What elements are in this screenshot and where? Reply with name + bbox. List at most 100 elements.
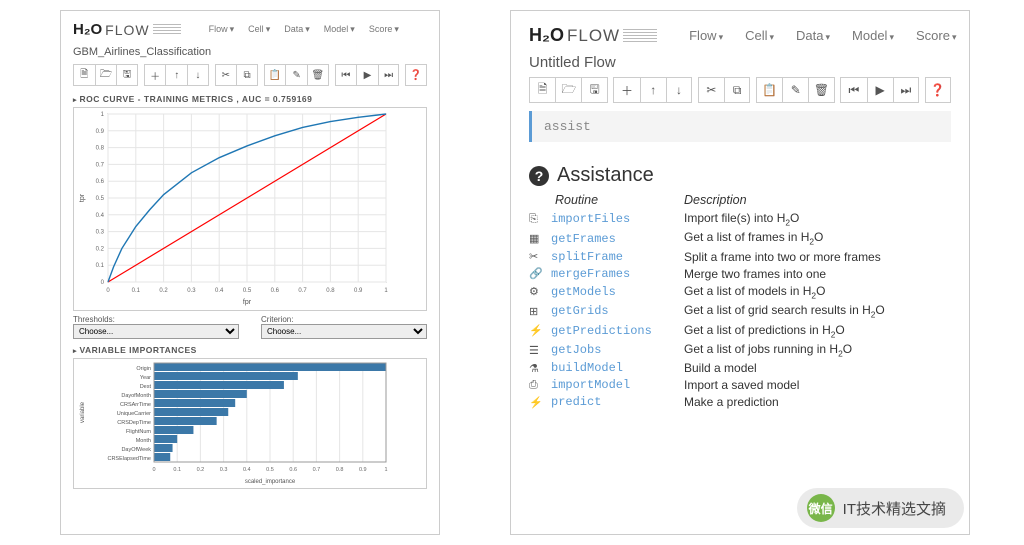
svg-text:variable: variable: [80, 401, 86, 423]
menu-model[interactable]: Model▾: [324, 24, 355, 35]
routine-desc: Get a list of models in H2O: [684, 284, 825, 300]
svg-text:0.4: 0.4: [96, 213, 105, 219]
svg-text:0.2: 0.2: [197, 467, 205, 473]
cut-icon[interactable]: ✂: [215, 64, 237, 86]
svg-text:0.5: 0.5: [266, 467, 274, 473]
thresholds-select[interactable]: Choose...: [73, 324, 239, 339]
folder-icon[interactable]: 🗁: [95, 64, 117, 86]
routine-desc: Get a list of frames in H2O: [684, 230, 823, 246]
routine-desc: Merge two frames into one: [684, 267, 826, 281]
svg-text:0.8: 0.8: [96, 146, 105, 152]
svg-text:UniqueCarrier: UniqueCarrier: [117, 411, 151, 417]
routine-row: ⎙importModelImport a saved model: [529, 378, 951, 392]
brand-logo: H₂O FLOW: [529, 25, 657, 46]
svg-text:scaled_importance: scaled_importance: [245, 479, 296, 485]
play-all-icon[interactable]: ⏭: [378, 64, 400, 86]
svg-text:0.8: 0.8: [336, 467, 344, 473]
left-panel: H₂O FLOW Flow▾ Cell▾ Data▾ Model▾ Score▾…: [60, 10, 440, 535]
svg-text:0.7: 0.7: [313, 467, 321, 473]
svg-text:0.6: 0.6: [96, 179, 105, 185]
svg-text:CRSDepTime: CRSDepTime: [117, 420, 151, 426]
routine-icon: ⚡: [529, 396, 551, 409]
clipboard-icon[interactable]: 📋: [756, 77, 782, 103]
routine-row: ⚡getPredictionsGet a list of predictions…: [529, 323, 951, 339]
trash-icon[interactable]: 🗑: [307, 64, 329, 86]
svg-text:0.1: 0.1: [132, 288, 141, 294]
plus-icon[interactable]: ＋: [144, 64, 166, 86]
svg-text:tpr: tpr: [79, 193, 86, 202]
routine-desc: Get a list of grid search results in H2O: [684, 303, 885, 319]
play-start-icon[interactable]: ⏮: [335, 64, 357, 86]
routine-link[interactable]: predict: [551, 395, 684, 409]
down-icon[interactable]: ↓: [187, 64, 209, 86]
menu-data[interactable]: Data▾: [284, 24, 310, 35]
routine-link[interactable]: getGrids: [551, 304, 684, 318]
play-icon[interactable]: ▶: [867, 77, 893, 103]
routine-icon: 🔗: [529, 267, 551, 280]
routine-link[interactable]: buildModel: [551, 361, 684, 375]
clipboard-icon[interactable]: 📋: [264, 64, 286, 86]
save-icon[interactable]: 🖫: [116, 64, 138, 86]
play-all-icon[interactable]: ⏭: [893, 77, 919, 103]
svg-text:0: 0: [106, 288, 110, 294]
col-routine: Routine: [529, 193, 684, 207]
svg-text:0.8: 0.8: [326, 288, 335, 294]
routine-link[interactable]: getModels: [551, 285, 684, 299]
help-icon[interactable]: ❓: [925, 77, 951, 103]
routine-icon: ☰: [529, 344, 551, 357]
menu-score[interactable]: Score▾: [369, 24, 399, 35]
menu-cell[interactable]: Cell▾: [745, 28, 774, 43]
svg-text:Month: Month: [136, 438, 151, 444]
routine-link[interactable]: splitFrame: [551, 250, 684, 264]
file-icon[interactable]: 🗎: [529, 77, 555, 103]
copy-icon[interactable]: ⧉: [236, 64, 258, 86]
play-icon[interactable]: ▶: [356, 64, 378, 86]
code-cell[interactable]: assist: [529, 111, 951, 142]
menu-score[interactable]: Score▾: [916, 28, 957, 43]
svg-text:1: 1: [101, 112, 105, 118]
wechat-icon: 微信: [807, 494, 835, 522]
col-description: Description: [684, 193, 747, 207]
svg-text:0.2: 0.2: [96, 246, 105, 252]
eraser-icon[interactable]: ✎: [782, 77, 808, 103]
svg-text:0.3: 0.3: [187, 288, 196, 294]
menu-data[interactable]: Data▾: [796, 28, 830, 43]
routine-icon: ⎙: [529, 379, 551, 392]
save-icon[interactable]: 🖫: [581, 77, 607, 103]
criterion-select[interactable]: Choose...: [261, 324, 427, 339]
routine-link[interactable]: getFrames: [551, 232, 684, 246]
svg-text:DayofMonth: DayofMonth: [121, 393, 151, 399]
trash-icon[interactable]: 🗑: [808, 77, 834, 103]
routines-table: Routine Description ⎘importFilesImport f…: [529, 193, 951, 409]
play-start-icon[interactable]: ⏮: [840, 77, 866, 103]
menu-flow[interactable]: Flow▾: [209, 24, 235, 35]
menu-flow[interactable]: Flow▾: [689, 28, 723, 43]
cut-icon[interactable]: ✂: [698, 77, 724, 103]
routine-link[interactable]: getJobs: [551, 343, 684, 357]
roc-title: ROC CURVE - TRAINING METRICS , AUC = 0.7…: [73, 94, 427, 104]
routine-link[interactable]: getPredictions: [551, 324, 684, 338]
file-icon[interactable]: 🗎: [73, 64, 95, 86]
copy-icon[interactable]: ⧉: [724, 77, 750, 103]
toolbar: 🗎🗁🖫＋↑↓✂⧉📋✎🗑⏮▶⏭❓: [529, 77, 951, 103]
up-icon[interactable]: ↑: [165, 64, 187, 86]
eraser-icon[interactable]: ✎: [285, 64, 307, 86]
plus-icon[interactable]: ＋: [613, 77, 639, 103]
folder-icon[interactable]: 🗁: [555, 77, 581, 103]
routine-row: ✂splitFrameSplit a frame into two or mor…: [529, 250, 951, 264]
routine-row: ☰getJobsGet a list of jobs running in H2…: [529, 342, 951, 358]
routine-link[interactable]: mergeFrames: [551, 267, 684, 281]
menu-model[interactable]: Model▾: [852, 28, 894, 43]
routine-link[interactable]: importModel: [551, 378, 684, 392]
routine-row: 🔗mergeFramesMerge two frames into one: [529, 267, 951, 281]
svg-text:0.1: 0.1: [96, 263, 105, 269]
svg-text:fpr: fpr: [243, 299, 252, 306]
up-icon[interactable]: ↑: [640, 77, 666, 103]
routine-desc: Import file(s) into H2O: [684, 211, 799, 227]
menu-cell[interactable]: Cell▾: [248, 24, 270, 35]
down-icon[interactable]: ↓: [666, 77, 692, 103]
routine-link[interactable]: importFiles: [551, 212, 684, 226]
svg-text:1: 1: [384, 288, 388, 294]
svg-text:DayOfWeek: DayOfWeek: [121, 447, 151, 453]
help-icon[interactable]: ❓: [405, 64, 427, 86]
